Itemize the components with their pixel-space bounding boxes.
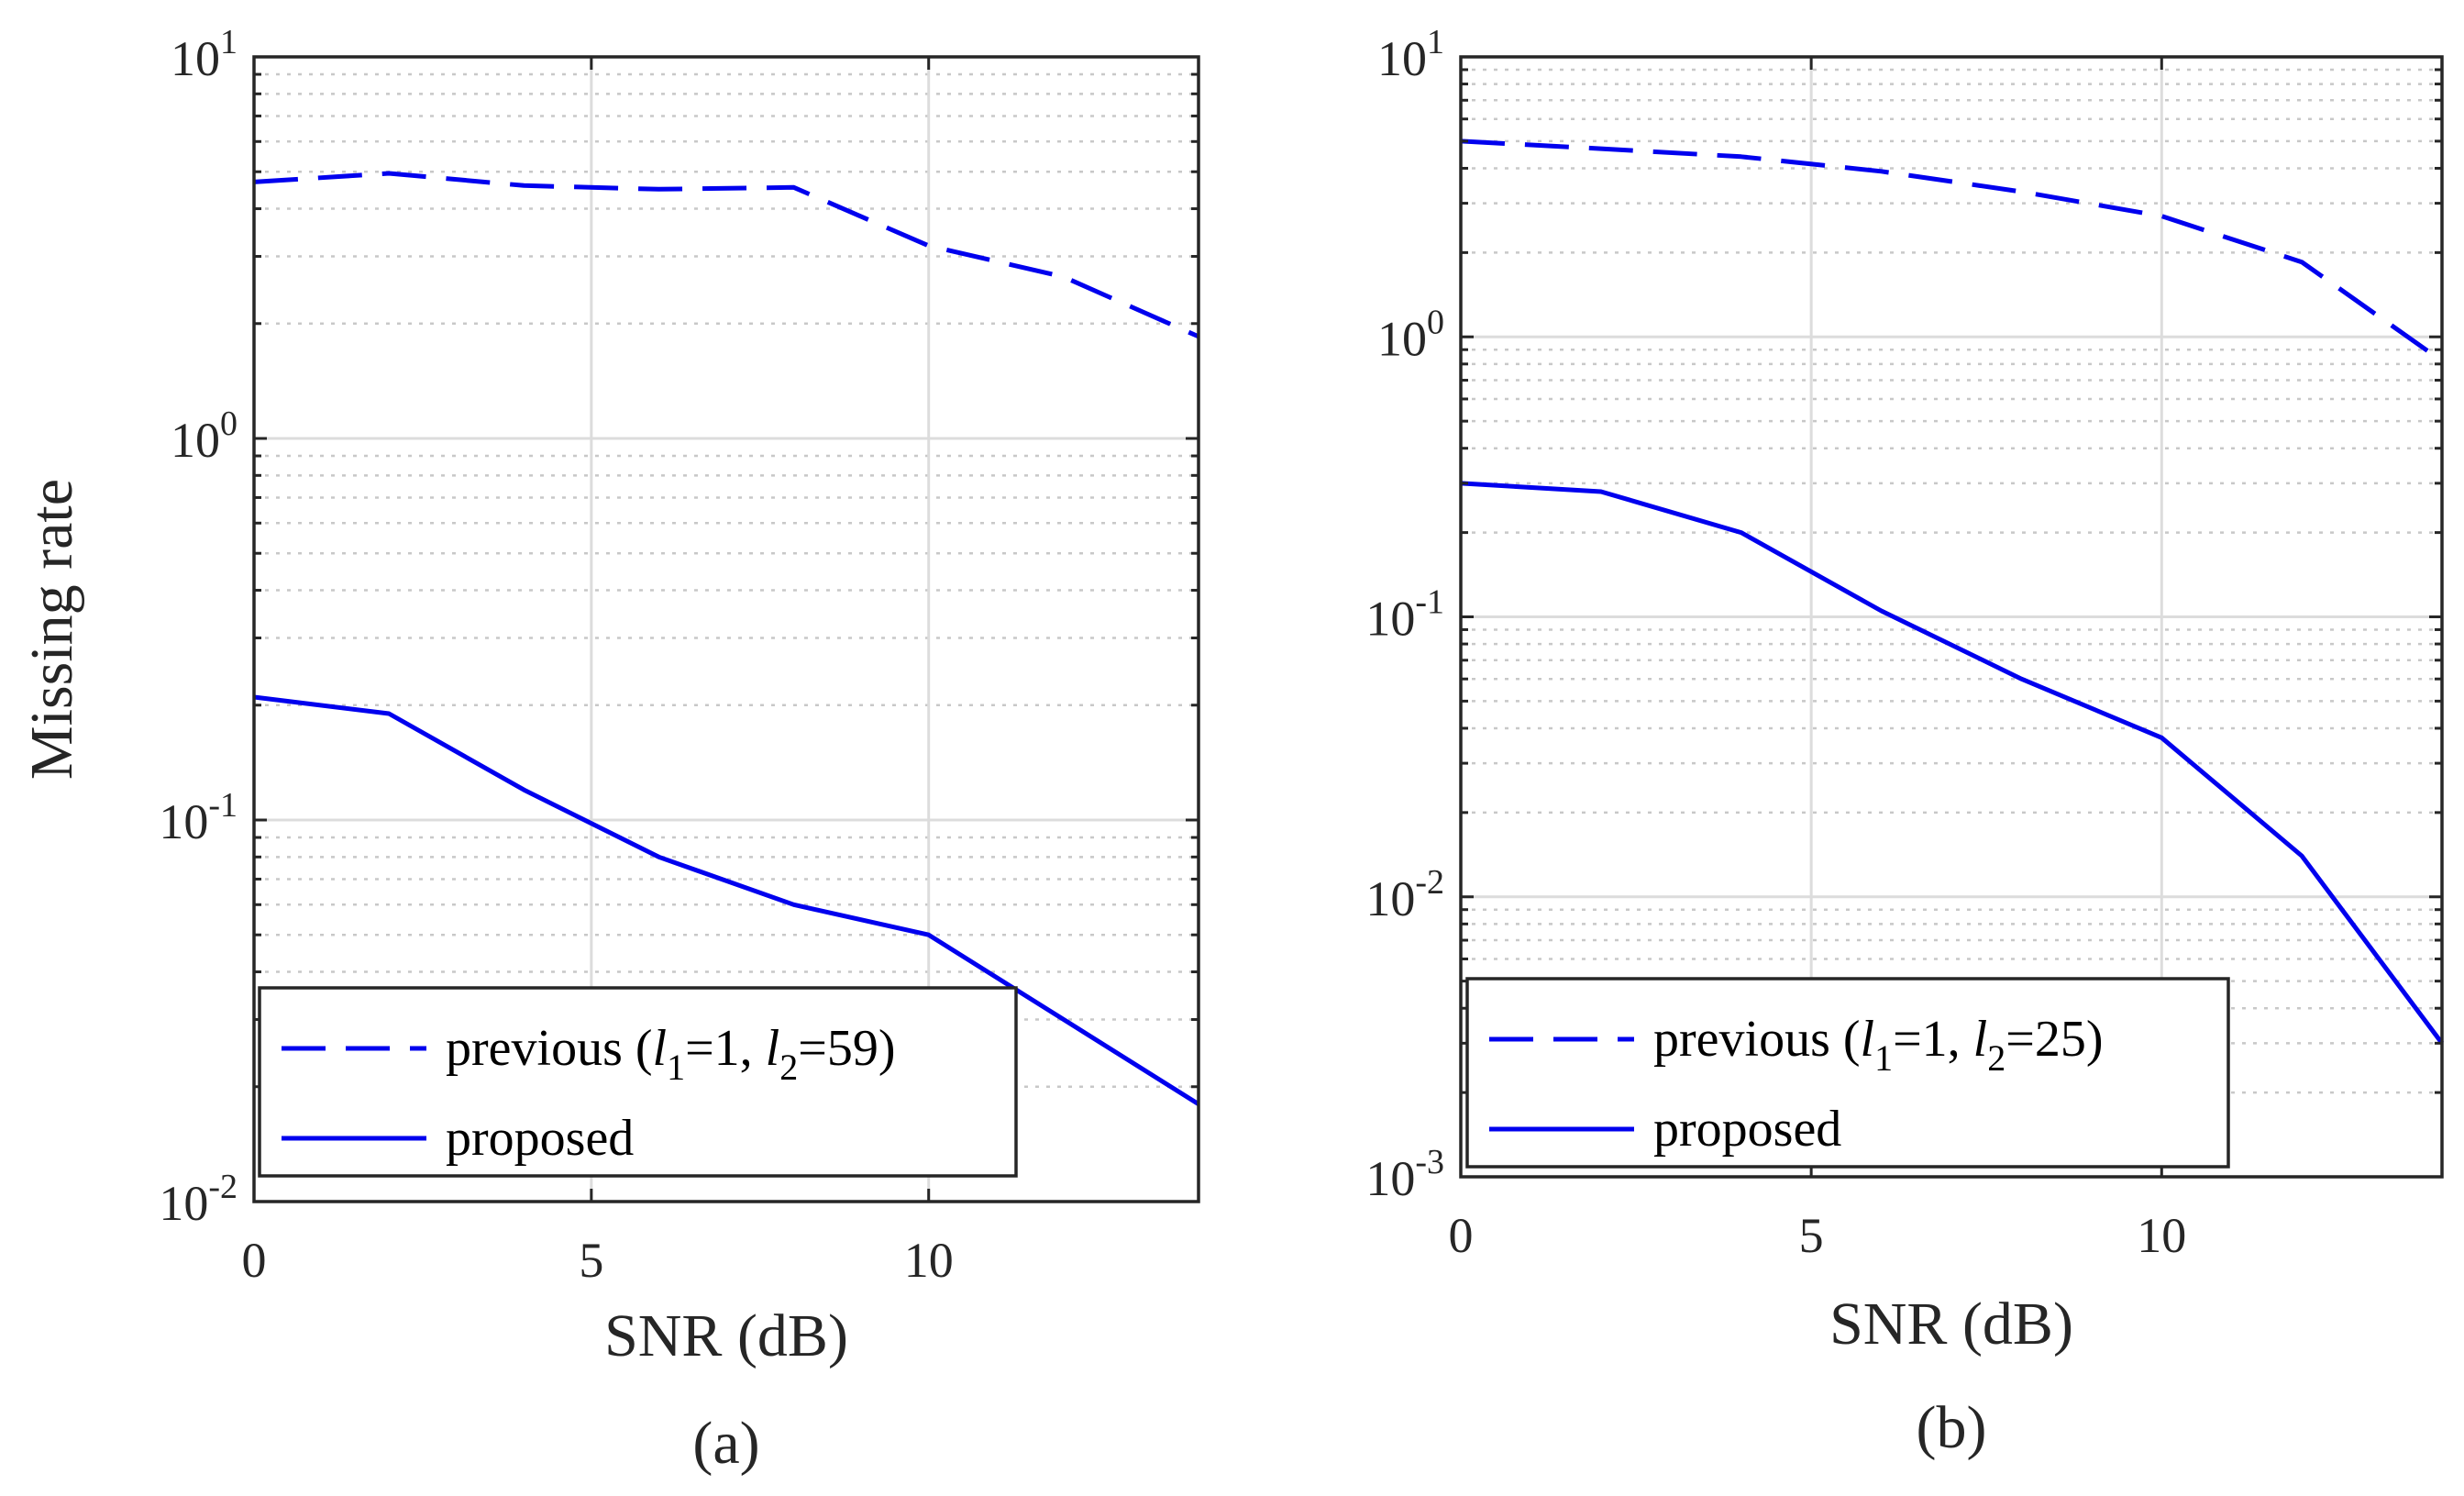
x-axis-label: SNR (dB) [1829,1291,2073,1357]
panel-caption: (b) [1917,1394,1987,1461]
ticks: 0 5 10 10-3 10-2 10-1 100 101 [1365,23,2442,1263]
series-line-previous [253,171,1200,339]
y-tick-label: 101 [1377,23,1444,86]
series-line-proposed [253,694,1200,1106]
legend: previous (l1=1, l2=59) proposed [258,986,1018,1178]
legend-label-previous: previous (l1=1, l2=59) [446,1020,895,1088]
series-line-previous [1460,139,2444,363]
y-tick-label: 101 [171,23,238,86]
chart-panel-b: 0 5 10 10-3 10-2 10-1 100 101 SNR (dB) (b) previou… [1365,23,2445,1461]
y-tick-label: 10-2 [159,1168,238,1231]
panel-caption: (a) [692,1410,759,1477]
y-tick-label: 10-3 [1365,1143,1444,1206]
legend-label-proposed: proposed [446,1110,634,1167]
y-tick-label: 100 [1377,303,1444,366]
legend: previous (l1=1, l2=25) proposed [1465,977,2230,1169]
legend-label-previous: previous (l1=1, l2=25) [1653,1011,2103,1079]
x-tick-label: 0 [1449,1208,1474,1263]
series-line-proposed [1460,481,2445,1045]
y-tick-label: 10-2 [1365,863,1444,926]
y-tick-label: 10-1 [1365,583,1444,647]
y-tick-label: 100 [171,404,238,468]
legend-box [1465,977,2230,1169]
grid [1461,57,2442,1177]
x-tick-label: 0 [242,1233,267,1288]
x-tick-label: 10 [904,1233,954,1288]
y-axis-label: Missing rate [18,479,85,780]
ticks: 0 5 10 10-2 10-1 100 101 [159,23,1199,1288]
legend-box [258,986,1018,1178]
chart-panel-a: 0 5 10 10-2 10-1 100 101 SNR (dB) Missing rate (a… [18,23,1200,1477]
y-tick-label: 10-1 [159,786,238,849]
x-tick-label: 5 [579,1233,603,1288]
x-axis-label: SNR (dB) [604,1302,848,1369]
legend-label-proposed: proposed [1653,1101,1841,1158]
x-tick-label: 10 [2137,1208,2186,1263]
x-tick-label: 5 [1799,1208,1824,1263]
axes-frame [252,55,1200,1203]
